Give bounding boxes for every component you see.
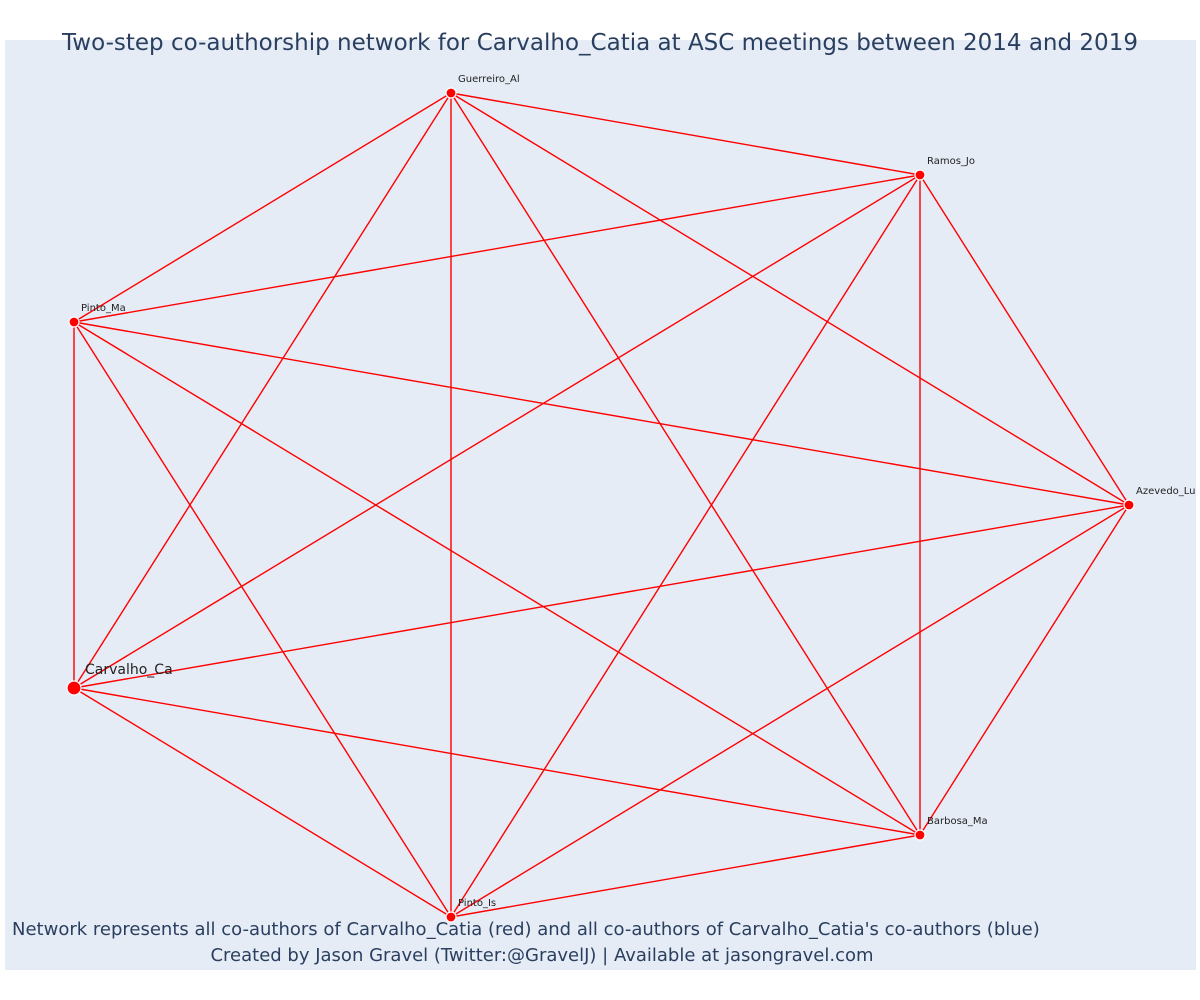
node-pinto_is[interactable] [445, 911, 457, 923]
edge-guerreiro-barbosa [450, 92, 921, 836]
footer-description: Network represents all co-authors of Car… [12, 919, 1040, 940]
edge-guerreiro-azevedo [450, 92, 1130, 506]
labels-layer: Guerreiro_Al Ramos_Jo Pinto_Ma Azevedo_Lu Ca… [81, 74, 1196, 909]
node-label-azevedo: Azevedo_Lu [1136, 486, 1196, 497]
node-label-barbosa: Barbosa_Ma [927, 816, 988, 827]
edge-ramos-pinto_ma [73, 174, 921, 323]
node-ramos[interactable] [914, 169, 926, 181]
node-label-carvalho: Carvalho_Ca [85, 662, 173, 678]
edge-pinto_ma-azevedo [73, 321, 1130, 506]
node-label-guerreiro: Guerreiro_Al [458, 74, 520, 85]
edge-ramos-carvalho [73, 174, 921, 689]
edge-pinto_ma-pinto_is [73, 321, 452, 918]
chart-title: Two-step co-authorship network for Carva… [62, 30, 1138, 56]
footer-credit: Created by Jason Gravel (Twitter:@Gravel… [210, 945, 874, 966]
edge-guerreiro-pinto_ma [73, 92, 452, 323]
node-pinto_ma[interactable] [68, 316, 80, 328]
node-label-pinto_is: Pinto_Is [458, 898, 496, 909]
edge-ramos-pinto_is [450, 174, 921, 918]
edge-pinto_ma-barbosa [73, 321, 921, 836]
edge-carvalho-barbosa [73, 687, 921, 836]
node-carvalho[interactable] [66, 680, 82, 696]
node-label-ramos: Ramos_Jo [927, 156, 975, 167]
node-guerreiro[interactable] [445, 87, 457, 99]
plot-background [5, 40, 1196, 970]
edge-guerreiro-ramos [450, 92, 921, 176]
node-label-pinto_ma: Pinto_Ma [81, 303, 126, 314]
edges-layer [73, 92, 1130, 918]
edge-guerreiro-carvalho [73, 92, 452, 689]
edge-carvalho-pinto_is [73, 687, 452, 918]
edge-azevedo-pinto_is [450, 504, 1130, 918]
edge-azevedo-barbosa [919, 504, 1130, 836]
edge-azevedo-carvalho [73, 504, 1130, 689]
edge-barbosa-pinto_is [450, 834, 921, 918]
node-azevedo[interactable] [1123, 499, 1135, 511]
edge-ramos-azevedo [919, 174, 1130, 506]
nodes-layer [66, 87, 1135, 923]
node-barbosa[interactable] [914, 829, 926, 841]
